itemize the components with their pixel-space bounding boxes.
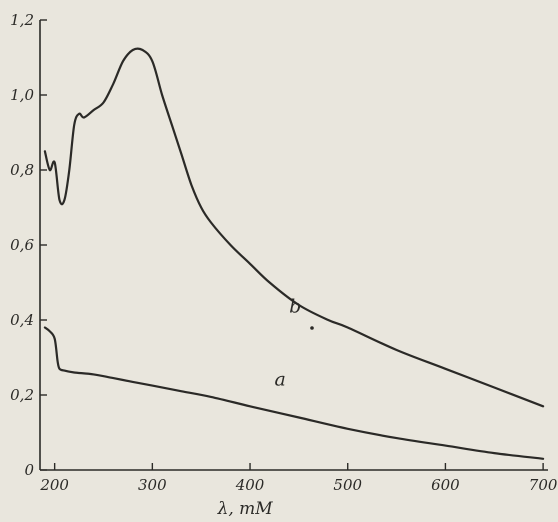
y-tick-label: 0,2 [10, 386, 34, 404]
y-tick-label: 0,6 [10, 236, 34, 254]
x-tick-label: 400 [235, 476, 265, 494]
x-axis-ticks: 200 300 400 500 600 700 [39, 463, 558, 494]
x-tick-label: 700 [529, 476, 558, 494]
stray-dot-mark [310, 326, 314, 330]
y-tick-label: 0 [24, 461, 34, 479]
x-tick-label: 600 [431, 476, 460, 494]
x-axis-label: λ, mM [217, 499, 274, 519]
series-b-label: b [289, 296, 301, 318]
y-tick-label: 0,4 [10, 311, 34, 329]
x-tick-label: 300 [138, 476, 167, 494]
y-tick-label: 1,2 [10, 11, 34, 29]
y-tick-label: 0,8 [10, 161, 34, 179]
series-a-line [43, 326, 545, 460]
y-tick-label: 1,0 [10, 86, 34, 104]
y-axis-ticks: 0 0,2 0,4 0,6 0,8 1,0 1,2 [10, 11, 47, 479]
x-tick-label: 200 [39, 476, 69, 494]
series-b-line [43, 47, 545, 408]
axes [39, 20, 548, 471]
series-layer: ba [43, 47, 545, 460]
x-tick-label: 500 [333, 476, 362, 494]
series-a-label: a [274, 369, 285, 391]
